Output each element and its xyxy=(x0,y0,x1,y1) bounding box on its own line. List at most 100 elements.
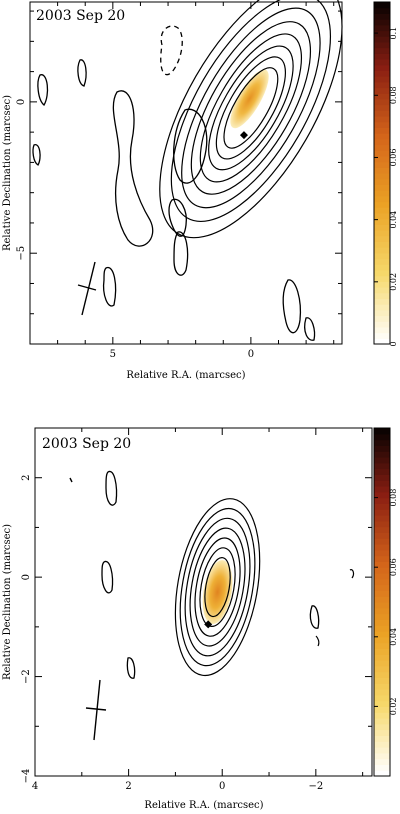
beam-cross xyxy=(85,679,107,741)
colorbar-band xyxy=(374,457,390,464)
plot-area: 2003 Sep 20 xyxy=(34,427,373,777)
colorbar-band xyxy=(374,138,390,146)
plot-frame xyxy=(34,427,373,777)
colorbar-frame xyxy=(373,1,391,345)
contour-level xyxy=(204,557,231,618)
chart-title: 2003 Sep 20 xyxy=(42,436,131,452)
noise-contour xyxy=(282,279,302,334)
x-tick-label: 4 xyxy=(32,781,38,792)
colorbar-band xyxy=(374,332,390,339)
colorbar-band xyxy=(374,567,390,574)
axes-group: 4 2 0 −2 2 0 −2 −4 xyxy=(21,427,372,792)
colorbar-band xyxy=(374,241,390,248)
contour-level xyxy=(194,537,241,637)
colorbar-band xyxy=(374,735,390,742)
colorbar-band xyxy=(374,503,390,510)
noise-contour xyxy=(173,108,208,184)
y-axis-label: Relative Declination (marcsec) xyxy=(2,524,13,680)
noise-contour xyxy=(126,657,136,679)
colorbar-tick-label: 0.02 xyxy=(389,697,398,715)
y-tick-label: 0 xyxy=(21,574,32,580)
contour-level xyxy=(215,56,287,160)
x-tick-label: −2 xyxy=(308,781,323,792)
y-axis-label: Relative Declination (marcsec) xyxy=(2,95,13,251)
noise-contour xyxy=(315,635,320,647)
colorbar-band xyxy=(374,292,390,299)
colorbar-band xyxy=(374,252,390,260)
colorbar-band xyxy=(374,468,390,475)
colorbar-band xyxy=(374,764,390,771)
contour-level xyxy=(223,67,279,149)
colorbar-tick-label: 0.02 xyxy=(389,273,398,291)
colorbar-band xyxy=(374,439,390,446)
noise-contour xyxy=(168,198,187,237)
colorbar-band xyxy=(374,538,390,545)
colorbar-band xyxy=(374,665,390,673)
plot-area: 2003 Sep 20 xyxy=(29,0,343,345)
colorbar-band xyxy=(374,81,390,89)
colorbar-band xyxy=(374,654,390,661)
noise-contour xyxy=(304,317,316,341)
colorbar-band xyxy=(374,729,390,736)
y-tick-label: −2 xyxy=(21,669,32,684)
colorbar-band xyxy=(374,561,390,568)
noise-contour xyxy=(69,477,73,483)
colorbar-band xyxy=(374,212,390,220)
colorbar-band xyxy=(374,190,390,197)
colorbar-band xyxy=(374,497,390,504)
colorbar-band xyxy=(374,578,390,586)
colorbar-band xyxy=(374,625,390,632)
chart-panel-bottom: 2003 Sep 20 4 2 0 −2 2 0 −2 −4 0.02 0.04 0.06 0.08… xyxy=(0,410,400,811)
intensity-core xyxy=(230,69,269,129)
colorbar-tick-label: 0 xyxy=(389,341,398,346)
colorbar-band xyxy=(374,433,390,441)
colorbar-band xyxy=(374,532,390,539)
colorbar-band xyxy=(374,53,390,60)
colorbar-band xyxy=(374,178,390,185)
colorbar-band xyxy=(374,520,390,528)
colorbar-band xyxy=(374,121,390,128)
colorbar-band xyxy=(374,315,390,322)
colorbar-band xyxy=(374,718,390,725)
colorbar-band xyxy=(374,677,390,684)
colorbar-band xyxy=(374,590,390,597)
negative-contour xyxy=(160,25,183,76)
colorbar-band xyxy=(374,480,390,487)
x-tick-label: 0 xyxy=(248,349,254,360)
colorbar-band xyxy=(374,451,390,458)
colorbar-band xyxy=(374,30,390,37)
colorbar-band xyxy=(374,474,390,481)
colorbar-band xyxy=(374,741,390,748)
colorbar-band xyxy=(374,613,390,620)
noise-contour xyxy=(102,266,117,307)
colorbar-band xyxy=(374,36,390,43)
noise-contour xyxy=(349,569,355,579)
colorbar-band xyxy=(374,573,390,580)
colorbar-tick-label: 0.08 xyxy=(389,86,398,104)
colorbar-band xyxy=(374,235,390,242)
colorbar-band xyxy=(374,76,390,83)
colorbar-gradient xyxy=(374,2,390,345)
colorbar-band xyxy=(374,167,390,174)
beam-cross xyxy=(77,261,97,316)
colorbar-band xyxy=(374,64,390,71)
contour-level xyxy=(159,0,343,239)
colorbar-band xyxy=(374,723,390,731)
contour-level xyxy=(199,547,236,627)
colorbar-band xyxy=(374,321,390,328)
colorbar-band xyxy=(374,93,390,100)
colorbar-band xyxy=(374,258,390,265)
noise-contour xyxy=(112,90,154,247)
colorbar-band xyxy=(374,326,390,334)
noise-contour xyxy=(105,470,118,506)
colorbar-band xyxy=(374,642,390,649)
colorbar-band xyxy=(374,24,390,32)
colorbar-band xyxy=(374,462,390,470)
colorbar-band xyxy=(374,491,390,499)
colorbar: 0.02 0.04 0.06 0.08 xyxy=(373,427,398,777)
colorbar-band xyxy=(374,70,390,77)
colorbar-band xyxy=(374,526,390,533)
colorbar-band xyxy=(374,41,390,49)
colorbar-band xyxy=(374,298,390,305)
contour-level xyxy=(189,527,246,647)
